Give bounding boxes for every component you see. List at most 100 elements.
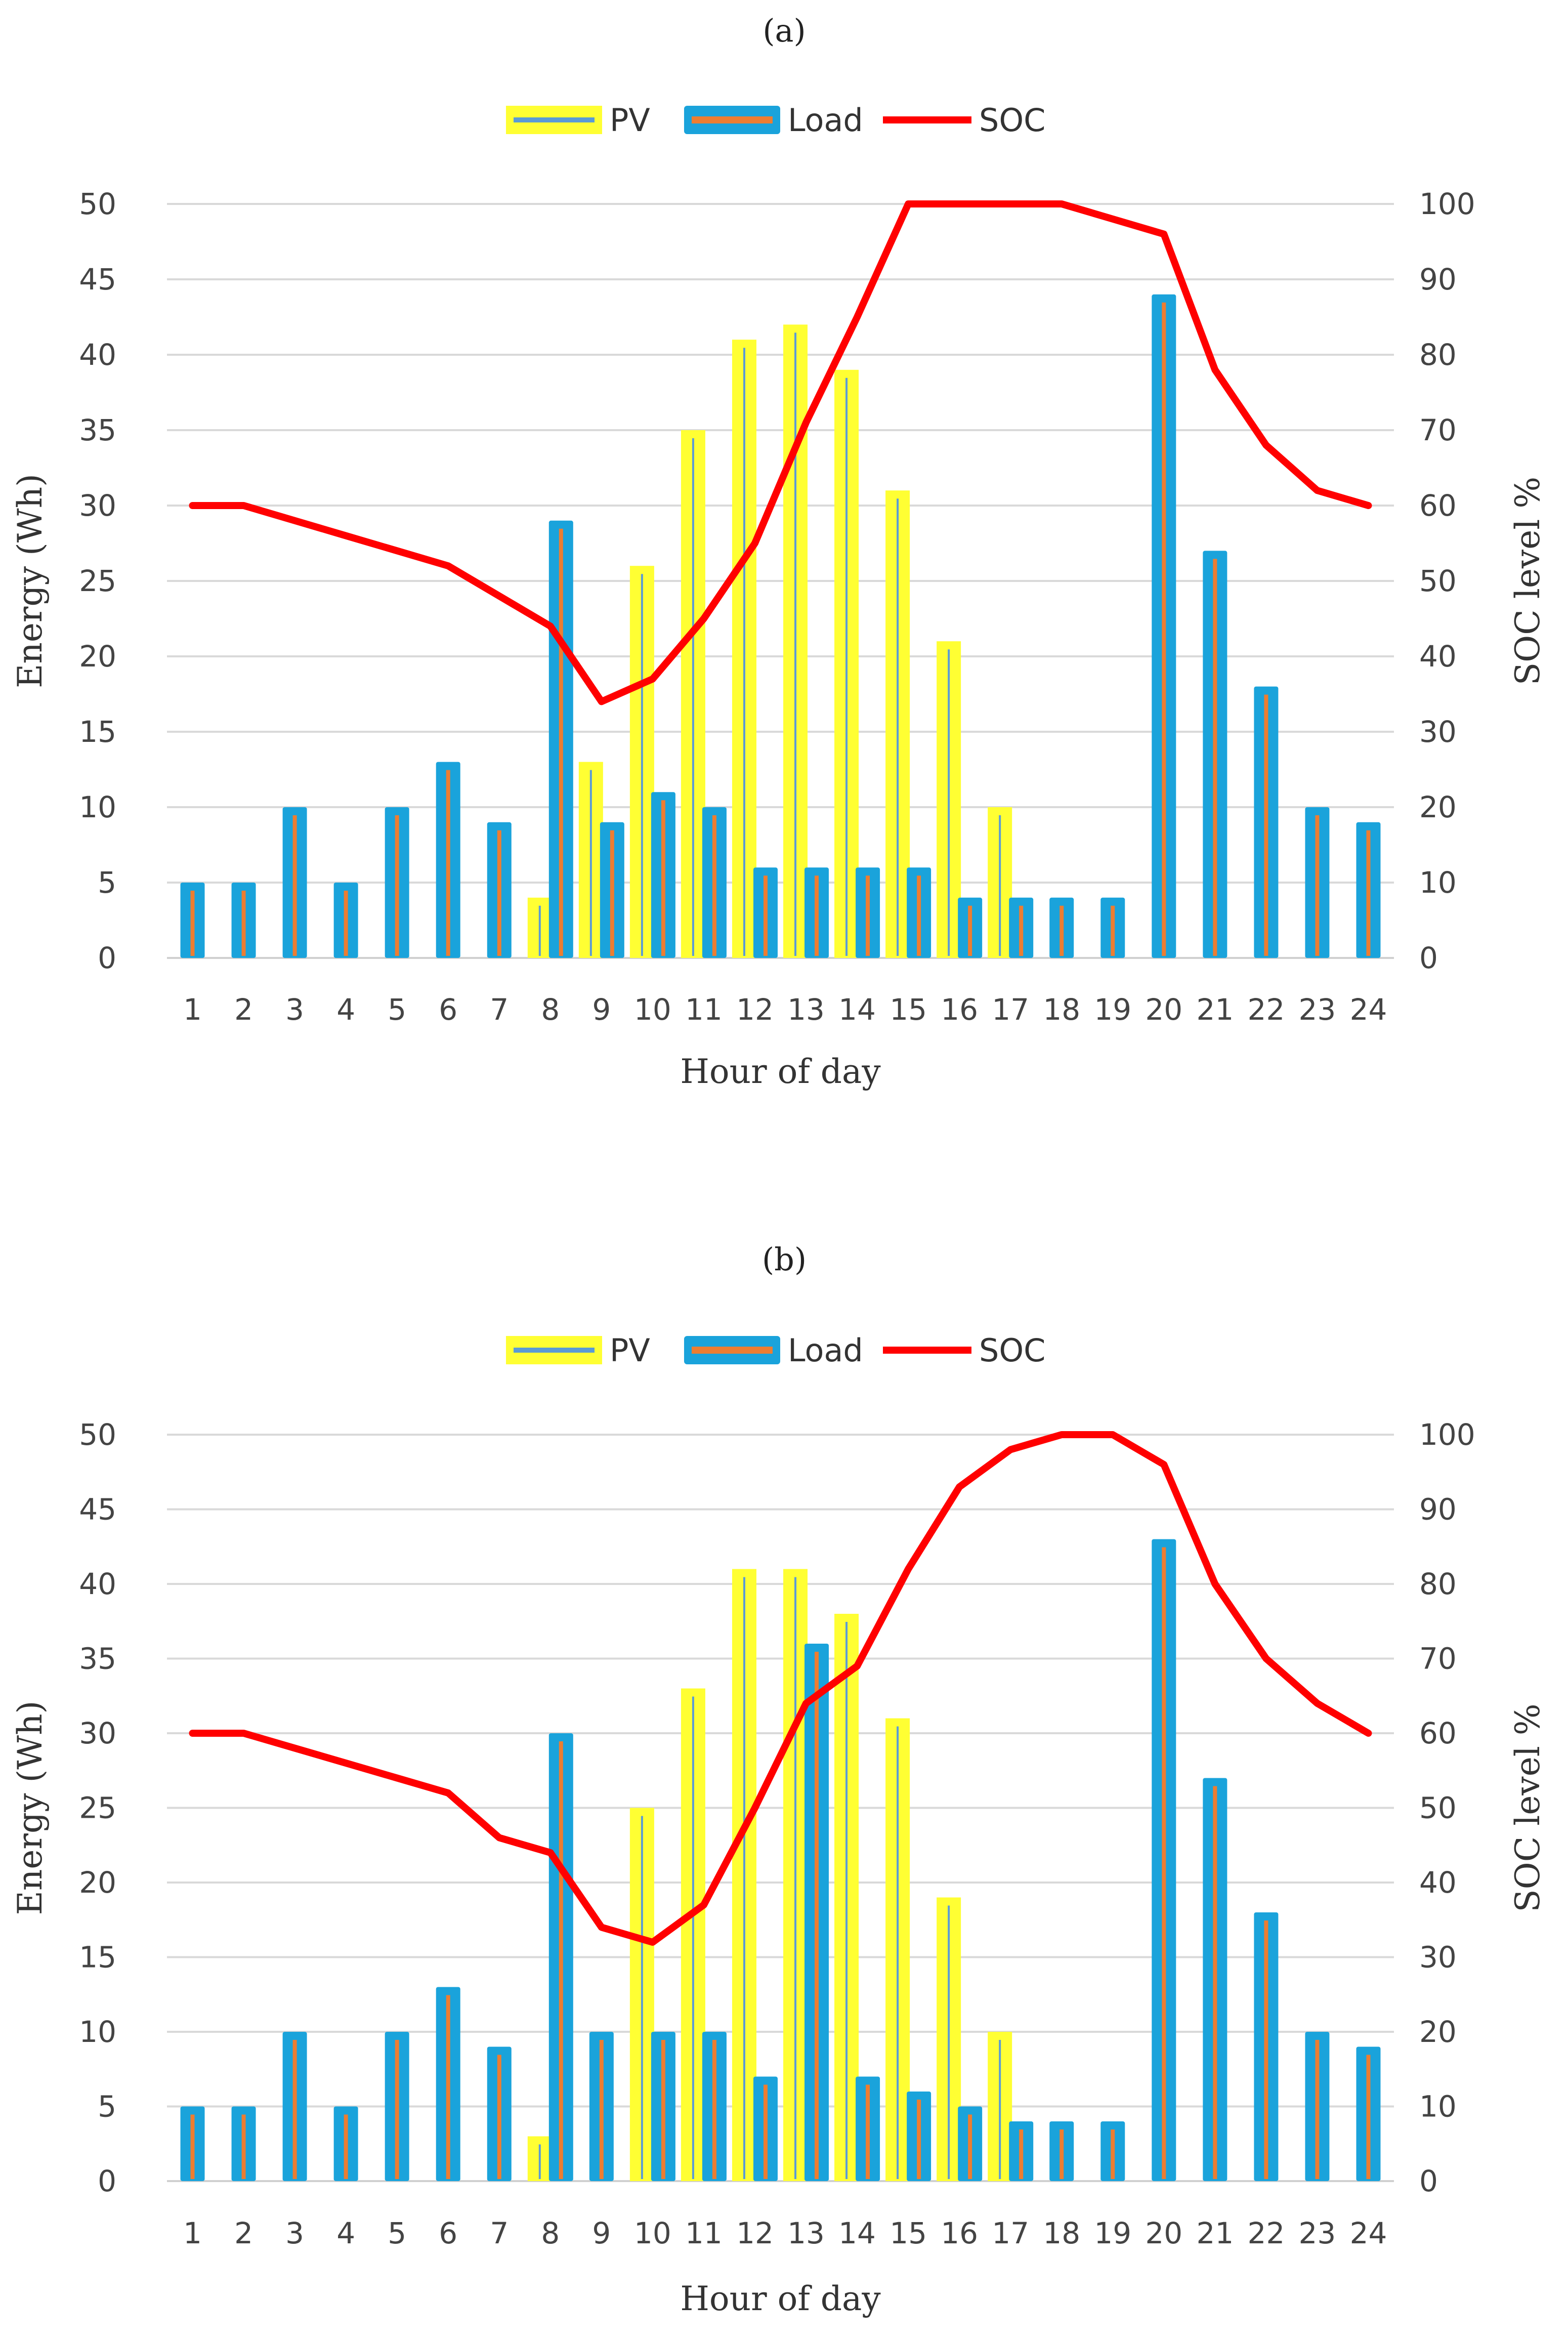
x-tick-label: 21 [1196,992,1234,1027]
y-tick-label: 45 [79,1492,116,1527]
y2-tick-label: 80 [1419,338,1457,372]
x-tick-label: 13 [787,2216,825,2250]
y-tick-label: 5 [98,2089,116,2124]
y-axis-title: Energy (Wh) [11,1701,50,1915]
legend-label-load: Load [788,1332,863,1369]
legend-label-pv: PV [610,102,650,139]
y-tick-label: 10 [79,2015,116,2049]
legend: PV Load SOC [506,1332,1045,1369]
y2-tick-label: 100 [1419,187,1475,221]
chart-panel-a: (a)0510152025303540455001020304050607080… [11,12,1547,1091]
y2-axis-title: SOC level % [1508,1703,1547,1912]
x-tick-label: 20 [1145,2216,1182,2250]
x-tick-label: 7 [490,992,508,1027]
y-tick-label: 45 [79,262,116,297]
y2-tick-label: 80 [1419,1567,1457,1601]
x-axis-title: Hour of day [680,1052,881,1091]
y-tick-label: 50 [79,187,116,221]
x-tick-label: 13 [787,992,825,1027]
x-tick-label: 1 [183,2216,202,2250]
y-tick-label: 40 [79,338,116,372]
panel-label: (a) [762,12,806,49]
chart-panel-b: (b)0510152025303540455001020304050607080… [11,1241,1547,2318]
y2-axis-title: SOC level % [1508,477,1547,685]
x-tick-label: 20 [1145,992,1182,1027]
x-tick-label: 2 [234,992,253,1027]
legend-label-load: Load [788,102,863,139]
y-tick-label: 25 [79,564,116,598]
x-tick-label: 8 [541,992,560,1027]
x-tick-label: 21 [1196,2216,1234,2250]
y2-tick-label: 70 [1419,1642,1457,1676]
x-tick-label: 9 [592,2216,611,2250]
x-tick-label: 12 [736,992,774,1027]
y2-tick-label: 30 [1419,1940,1457,1975]
x-tick-label: 22 [1247,2216,1285,2250]
legend-label-soc: SOC [979,102,1045,139]
y2-tick-label: 0 [1419,2164,1438,2198]
y-tick-label: 10 [79,790,116,824]
y2-tick-label: 50 [1419,1791,1457,1825]
x-tick-label: 24 [1350,2216,1387,2250]
legend-label-pv: PV [610,1332,650,1369]
x-tick-label: 2 [234,2216,253,2250]
x-tick-label: 10 [634,2216,671,2250]
y-tick-label: 0 [98,941,116,975]
legend: PV Load SOC [506,102,1045,139]
y-axis-title: Energy (Wh) [11,474,50,688]
x-tick-label: 22 [1247,992,1285,1027]
y-tick-label: 30 [79,1716,116,1750]
y2-tick-label: 20 [1419,790,1457,824]
x-tick-label: 23 [1299,2216,1336,2250]
x-tick-label: 10 [634,992,671,1027]
y2-tick-label: 20 [1419,2015,1457,2049]
y2-tick-label: 30 [1419,715,1457,749]
x-tick-label: 18 [1043,2216,1080,2250]
y-tick-label: 25 [79,1791,116,1825]
x-tick-label: 11 [685,992,723,1027]
y-tick-label: 15 [79,1940,116,1975]
y2-tick-label: 90 [1419,1492,1457,1527]
y2-tick-label: 10 [1419,865,1457,900]
y2-tick-label: 50 [1419,564,1457,598]
x-tick-label: 8 [541,2216,560,2250]
y2-tick-label: 90 [1419,262,1457,297]
y-tick-label: 20 [79,639,116,674]
x-tick-label: 19 [1094,2216,1131,2250]
y-tick-label: 15 [79,715,116,749]
x-tick-label: 1 [183,992,202,1027]
y2-tick-label: 70 [1419,413,1457,447]
y-tick-label: 30 [79,488,116,523]
y-tick-label: 35 [79,1642,116,1676]
x-tick-label: 16 [941,992,978,1027]
panel-label: (b) [762,1241,807,1278]
y-tick-label: 50 [79,1417,116,1452]
y2-tick-label: 40 [1419,639,1457,674]
x-tick-label: 6 [439,2216,457,2250]
y-tick-label: 5 [98,865,116,900]
x-tick-label: 5 [388,2216,406,2250]
x-tick-label: 9 [592,992,611,1027]
y2-tick-label: 40 [1419,1865,1457,1900]
x-tick-label: 15 [889,992,927,1027]
x-tick-label: 17 [992,992,1029,1027]
x-tick-label: 14 [838,992,876,1027]
x-tick-label: 18 [1043,992,1080,1027]
x-tick-label: 4 [336,2216,355,2250]
x-tick-label: 5 [388,992,406,1027]
x-tick-label: 12 [736,2216,774,2250]
y-tick-label: 40 [79,1567,116,1601]
y2-tick-label: 60 [1419,1716,1457,1750]
x-tick-label: 14 [838,2216,876,2250]
y2-tick-label: 0 [1419,941,1438,975]
x-tick-label: 11 [685,2216,723,2250]
x-tick-label: 4 [336,992,355,1027]
soc-line [189,200,1372,705]
y2-tick-label: 60 [1419,488,1457,523]
soc-line [189,1431,1372,1946]
x-tick-label: 24 [1350,992,1387,1027]
x-tick-label: 19 [1094,992,1131,1027]
x-tick-label: 17 [992,2216,1029,2250]
x-tick-label: 3 [285,992,304,1027]
